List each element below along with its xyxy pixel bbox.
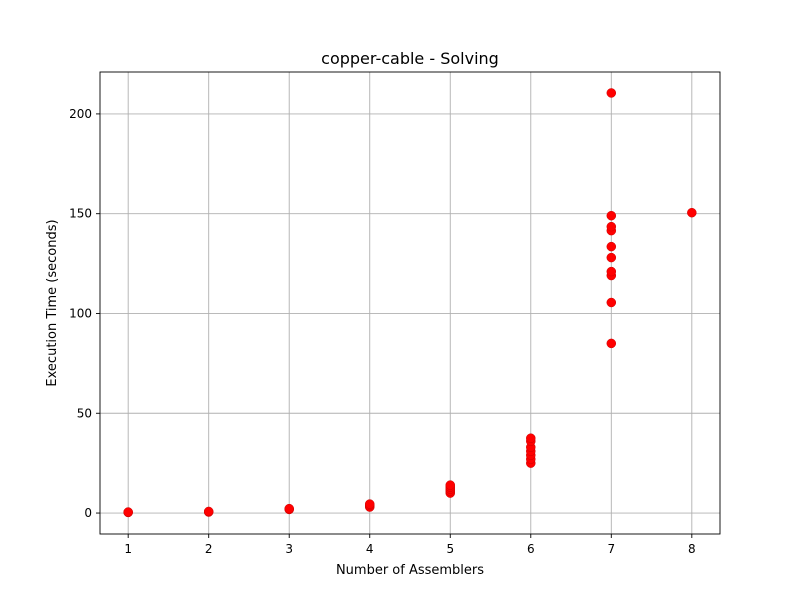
x-tick-label: 5 [446, 542, 454, 556]
x-tick-label: 3 [285, 542, 293, 556]
x-tick-label: 4 [366, 542, 374, 556]
plot-frame [99, 71, 721, 535]
data-point [606, 338, 617, 349]
data-point [284, 503, 294, 514]
y-axis-label: Execution Time (seconds) [45, 219, 60, 386]
data-point [606, 266, 617, 277]
data-point [606, 88, 617, 98]
data-point [606, 241, 617, 252]
chart-title: copper-cable - Solving [321, 49, 499, 68]
x-axis-label: Number of Assemblers [336, 563, 484, 578]
data-points [123, 88, 697, 518]
data-point [606, 221, 617, 232]
data-point [364, 499, 375, 509]
data-point [123, 507, 133, 517]
y-tick-label: 150 [69, 207, 92, 221]
data-point [203, 506, 214, 517]
data-point [445, 480, 456, 490]
y-tick-label: 100 [69, 306, 92, 320]
y-tick-label: 200 [69, 107, 92, 121]
x-tick-label: 1 [124, 542, 132, 556]
data-point [687, 207, 697, 218]
y-tick-label: 50 [77, 406, 92, 420]
x-tick-label: 8 [688, 542, 696, 556]
y-tick-label: 0 [84, 506, 92, 520]
grid [100, 72, 720, 534]
data-point [606, 210, 617, 221]
axis-ticks: 1 2 3 4 5 6 7 8 0 50 100 150 200 [69, 107, 696, 556]
data-point [606, 252, 617, 263]
x-tick-label: 6 [527, 542, 535, 556]
data-point [606, 297, 617, 308]
x-tick-label: 7 [607, 542, 615, 556]
x-tick-label: 2 [205, 542, 213, 556]
data-point [526, 433, 536, 443]
